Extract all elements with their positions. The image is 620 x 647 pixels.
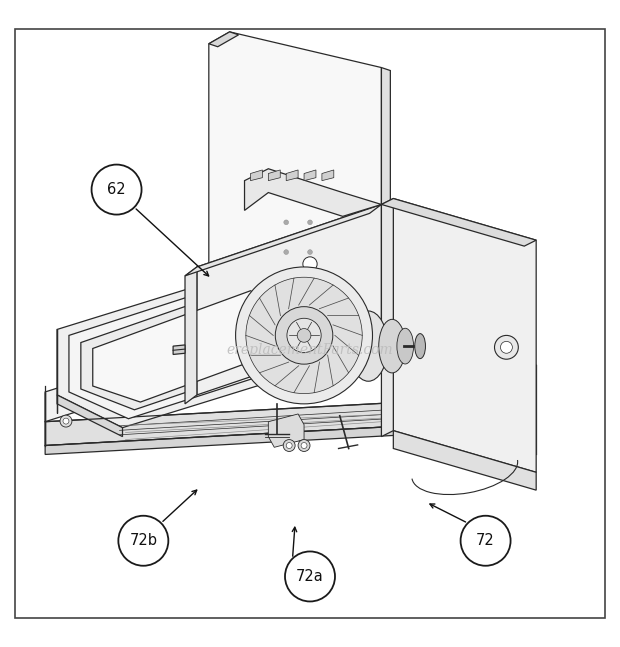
Text: 72: 72 bbox=[476, 533, 495, 548]
Polygon shape bbox=[268, 414, 304, 447]
Ellipse shape bbox=[415, 334, 425, 358]
Circle shape bbox=[284, 220, 288, 225]
Circle shape bbox=[495, 335, 518, 359]
Circle shape bbox=[284, 190, 288, 195]
Polygon shape bbox=[93, 291, 298, 402]
Ellipse shape bbox=[379, 320, 405, 373]
Circle shape bbox=[301, 443, 307, 448]
Circle shape bbox=[308, 220, 312, 225]
Polygon shape bbox=[69, 273, 322, 419]
Polygon shape bbox=[393, 431, 536, 490]
Circle shape bbox=[461, 516, 511, 565]
Text: 72b: 72b bbox=[130, 533, 157, 548]
Polygon shape bbox=[381, 67, 391, 333]
Polygon shape bbox=[322, 170, 334, 181]
Circle shape bbox=[118, 516, 169, 565]
Ellipse shape bbox=[397, 328, 414, 364]
Polygon shape bbox=[45, 395, 536, 446]
Circle shape bbox=[308, 250, 312, 254]
Polygon shape bbox=[185, 267, 197, 404]
Circle shape bbox=[236, 267, 373, 404]
Polygon shape bbox=[45, 300, 536, 422]
Polygon shape bbox=[244, 169, 381, 216]
Polygon shape bbox=[57, 264, 334, 428]
Circle shape bbox=[283, 439, 295, 452]
Polygon shape bbox=[209, 32, 381, 342]
Text: 62: 62 bbox=[107, 182, 126, 197]
Ellipse shape bbox=[349, 311, 388, 381]
Circle shape bbox=[285, 551, 335, 602]
Polygon shape bbox=[268, 170, 280, 181]
Polygon shape bbox=[381, 199, 536, 246]
Circle shape bbox=[297, 329, 311, 342]
Polygon shape bbox=[45, 419, 536, 454]
Polygon shape bbox=[250, 170, 262, 181]
Text: 72a: 72a bbox=[296, 569, 324, 584]
Circle shape bbox=[246, 277, 362, 393]
Text: ereplacementParts.com: ereplacementParts.com bbox=[227, 344, 393, 357]
Circle shape bbox=[298, 439, 310, 452]
Circle shape bbox=[303, 257, 317, 271]
Polygon shape bbox=[81, 282, 310, 410]
Polygon shape bbox=[173, 345, 185, 355]
Polygon shape bbox=[286, 170, 298, 181]
Polygon shape bbox=[57, 395, 123, 437]
Circle shape bbox=[284, 250, 288, 254]
Polygon shape bbox=[197, 204, 381, 395]
Circle shape bbox=[500, 342, 512, 353]
Polygon shape bbox=[304, 170, 316, 181]
Polygon shape bbox=[393, 199, 536, 472]
Polygon shape bbox=[209, 32, 239, 47]
Circle shape bbox=[287, 318, 321, 353]
Circle shape bbox=[308, 190, 312, 195]
Circle shape bbox=[92, 164, 141, 215]
Circle shape bbox=[60, 415, 72, 427]
Circle shape bbox=[63, 418, 69, 424]
Polygon shape bbox=[381, 199, 393, 437]
Polygon shape bbox=[185, 204, 381, 276]
Circle shape bbox=[286, 443, 292, 448]
Circle shape bbox=[275, 307, 333, 364]
